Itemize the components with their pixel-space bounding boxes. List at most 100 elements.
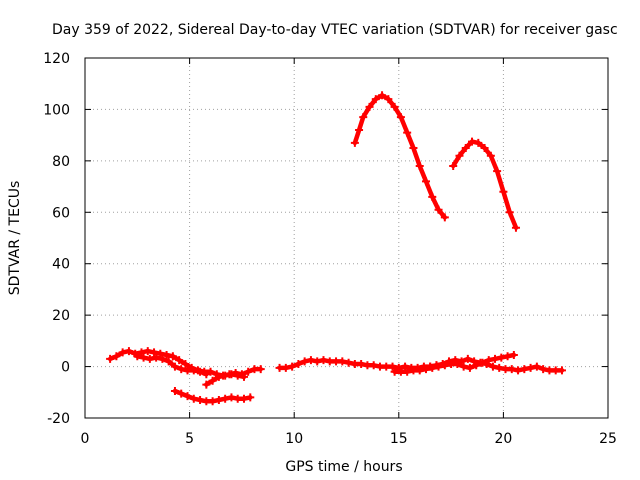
series-satellite-track-8 [350,91,449,222]
data-point [158,354,167,363]
y-axis-label: SDTVAR / TECUs [7,181,23,296]
y-tick-label: 100 [43,102,70,118]
tick-labels: 0 5 10 15 20 25 -20 0 20 40 60 80 100 120 [43,51,617,447]
data-point [300,357,309,366]
data-point [434,205,443,214]
data-point [388,362,397,371]
y-tick-label: 20 [52,308,70,324]
data-point [208,376,217,385]
data-point [499,187,508,196]
data-point [438,360,447,368]
data-point [196,396,205,404]
data-point [491,354,500,363]
data-point [202,370,211,379]
y-tick-label: 0 [61,360,70,376]
data-point [509,351,518,359]
data-point [493,167,502,176]
data-point [421,177,430,186]
data-point [497,353,506,362]
data-point [196,367,205,376]
data-point [214,396,223,404]
series-satellite-track-9 [449,137,520,232]
data-point [288,362,297,371]
data-point [181,360,190,368]
data-point [214,372,223,381]
data-point [432,361,441,370]
data-point [359,113,368,122]
data-point [445,357,454,366]
data-point [409,144,418,152]
data-point [175,356,184,365]
data-point [476,358,485,367]
data-point [403,367,412,376]
chart-title: Day 359 of 2022, Sidereal Day-to-day VTE… [52,22,618,38]
x-tick-label: 5 [185,431,194,447]
data-point [470,357,479,366]
x-axis-label: GPS time / hours [285,459,402,475]
data-point [350,138,359,147]
data-point [239,394,248,403]
data-point [319,356,328,365]
data-point [246,393,255,402]
data-point [503,352,512,361]
data-point [511,223,520,232]
data-point [507,365,516,374]
data-point [164,357,173,366]
plot-frame [84,57,609,419]
data-point [488,362,497,371]
data-point [177,389,186,398]
data-point [106,354,115,363]
data-point [244,367,253,376]
data-point [112,352,121,361]
data-point [426,362,435,371]
series-line [352,93,448,220]
data-point [118,348,127,357]
data-point [239,372,248,381]
data-point [539,365,548,374]
data-point [480,144,489,152]
data-point [306,356,315,365]
data-point [371,95,380,104]
data-point [170,387,179,395]
data-point [396,113,405,122]
data-point [451,356,460,365]
data-point [221,371,230,380]
data-point [415,162,424,170]
x-tick-label: 0 [81,431,90,447]
data-point [338,357,347,366]
y-tick-label: -20 [47,411,70,427]
data-point [357,360,366,368]
data-point [256,365,265,374]
series-satellite-track-2 [133,352,211,379]
data-point [202,380,211,389]
y-tick-label: 60 [52,205,70,221]
data-point [143,347,152,356]
data-point [474,138,483,147]
y-tick-label: 80 [52,154,70,170]
y-tick-label: 120 [43,51,70,67]
series-line [450,139,519,230]
data-point [183,392,192,401]
data-point [221,394,230,403]
data-point [152,353,161,362]
data-point [415,366,424,375]
data-point [189,394,198,403]
data-point [281,363,290,372]
data-point [421,365,430,374]
data-point [457,357,466,366]
series-satellite-track-5 [275,356,441,372]
data-point [520,365,529,374]
data-point [133,352,142,361]
data-series [106,91,566,406]
series-satellite-track-7 [426,354,566,375]
series-satellite-track-3 [202,370,248,389]
data-point [168,352,177,361]
data-point [344,358,353,367]
data-point [384,95,393,104]
data-point [162,351,171,359]
data-point [495,363,504,372]
data-point [294,360,303,368]
data-point [139,353,148,362]
data-point [459,362,468,371]
